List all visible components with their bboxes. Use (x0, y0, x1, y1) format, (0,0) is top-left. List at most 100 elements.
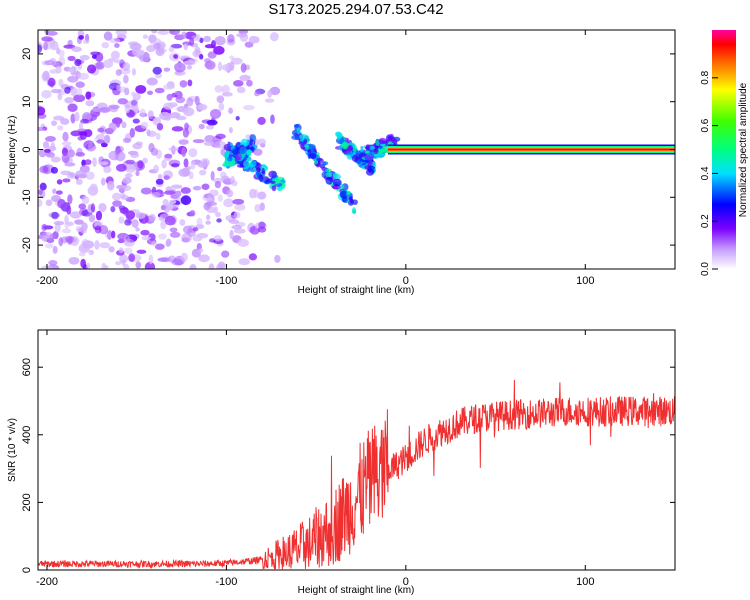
snr-ytick-label: 200 (21, 493, 33, 511)
noise-blob (86, 262, 91, 269)
arc-blob (271, 185, 277, 192)
noise-blob (208, 263, 215, 269)
noise-blob (206, 214, 211, 221)
noise-blob (187, 79, 193, 87)
noise-blob (85, 171, 95, 180)
noise-blob (163, 102, 174, 110)
noise-blob (108, 246, 115, 253)
noise-blob (75, 151, 86, 157)
arc-blob (328, 171, 333, 178)
noise-blob (135, 85, 147, 94)
noise-blob (264, 98, 275, 103)
noise-blob (146, 77, 158, 86)
noise-blob (75, 170, 87, 179)
noise-blob (64, 162, 76, 167)
noise-blob (108, 122, 117, 132)
noise-blob (227, 34, 235, 43)
noise-blob (163, 175, 170, 180)
arc-blob (325, 176, 333, 185)
noise-blob (140, 229, 150, 236)
noise-blob (207, 51, 217, 59)
noise-blob (85, 91, 92, 100)
arc-blob (268, 170, 277, 178)
noise-blob (51, 120, 58, 127)
arc-blob (299, 133, 308, 140)
noise-blob (152, 191, 161, 198)
arc-blob (373, 148, 379, 155)
snr-background (38, 330, 675, 570)
noise-blob (229, 229, 234, 240)
arc-blob (346, 190, 351, 196)
spectrogram-ytick-label: 10 (21, 96, 33, 108)
noise-blob (84, 129, 93, 138)
noise-blob (174, 70, 186, 76)
noise-blob (156, 123, 164, 131)
noise-blob (217, 166, 223, 172)
noise-blob (178, 168, 191, 177)
noise-blob (70, 211, 82, 219)
noise-blob (216, 95, 225, 104)
noise-blob (205, 220, 211, 225)
noise-blob (118, 216, 125, 224)
arc-blob (322, 161, 329, 166)
arc-blob (352, 209, 357, 214)
noise-blob (67, 55, 76, 61)
noise-blob (131, 219, 139, 228)
noise-blob (153, 42, 161, 50)
noise-blob (213, 45, 225, 55)
noise-blob (56, 179, 63, 185)
noise-blob (148, 213, 156, 222)
noise-blob (60, 170, 72, 176)
noise-blob (162, 199, 169, 206)
noise-blob (244, 41, 254, 48)
arc-blob (275, 176, 284, 180)
noise-blob (64, 97, 74, 104)
noise-blob (44, 243, 54, 249)
noise-blob (58, 237, 64, 247)
noise-blob (38, 127, 46, 132)
noise-blob (58, 49, 65, 58)
noise-blob (228, 107, 233, 115)
noise-blob (123, 247, 133, 255)
noise-blob (144, 261, 156, 269)
arc-blob (296, 127, 301, 135)
noise-blob (179, 219, 186, 226)
noise-blob (41, 60, 52, 66)
noise-blob (154, 87, 165, 94)
spectrogram-ytick-label: -10 (21, 189, 33, 205)
noise-blob (75, 81, 85, 88)
snr-ylabel: SNR (10 * v/v) (7, 418, 18, 482)
arc-blob (339, 190, 349, 199)
noise-blob (190, 159, 196, 170)
arc-blob (352, 199, 358, 205)
noise-blob (231, 224, 242, 230)
noise-blob (163, 190, 176, 195)
noise-blob (152, 66, 162, 75)
noise-blob (64, 221, 70, 230)
noise-blob (67, 75, 79, 83)
arc-blob (365, 144, 371, 151)
noise-blob (108, 104, 120, 110)
noise-blob (205, 201, 218, 206)
noise-blob (197, 103, 208, 111)
noise-blob (71, 46, 81, 52)
noise-blob (228, 127, 233, 134)
noise-blob (106, 180, 115, 191)
arc-blob (364, 150, 370, 154)
noise-blob (49, 57, 57, 66)
noise-blob (122, 62, 131, 71)
arc-blob (291, 135, 301, 141)
noise-blob (101, 41, 110, 49)
noise-blob (114, 43, 120, 48)
noise-blob (120, 194, 129, 201)
noise-blob (98, 202, 107, 213)
noise-blob (239, 32, 249, 42)
arc-blob (358, 153, 367, 158)
noise-blob (50, 88, 62, 94)
noise-blob (115, 118, 121, 128)
colorbar-tick-label: 0.4 (700, 166, 711, 180)
noise-blob (125, 210, 136, 220)
noise-blob (164, 153, 173, 159)
snr-xtick-label: 0 (403, 576, 409, 588)
